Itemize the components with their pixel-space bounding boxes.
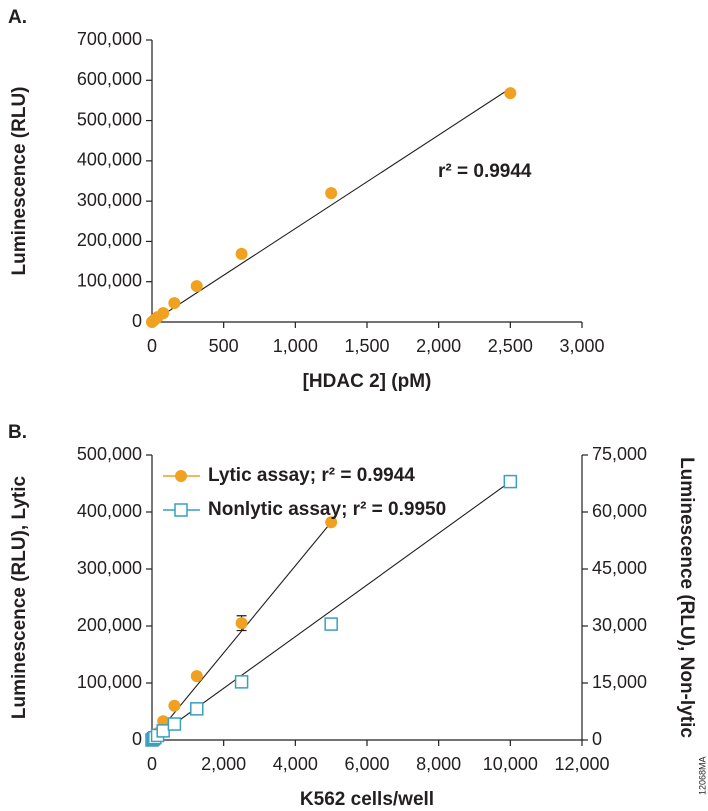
x-tick-label: 2,000	[201, 754, 246, 774]
x-tick-label: 1,500	[344, 336, 389, 356]
data-point	[190, 670, 203, 683]
data-point	[503, 474, 518, 489]
x-tick-label: 4,000	[273, 754, 318, 774]
y-tick-label: 300,000	[77, 558, 142, 578]
legend-marker	[174, 503, 188, 517]
y-tick-label: 300,000	[77, 190, 142, 210]
y-tick-label: 200,000	[77, 615, 142, 635]
data-point	[190, 702, 204, 716]
y2-tick-label: 45,000	[592, 558, 647, 578]
y-axis-title: Luminescence (RLU)	[9, 87, 30, 276]
data-point	[325, 516, 338, 529]
y2-tick-label: 0	[592, 729, 602, 749]
data-point	[168, 699, 181, 712]
x-tick-label: 10,000	[483, 754, 538, 774]
data-point	[156, 724, 170, 738]
credit: 12068MA	[697, 756, 707, 795]
x-tick-label: 1,000	[273, 336, 318, 356]
x-tick-label: 0	[147, 336, 157, 356]
y-tick-label: 700,000	[77, 29, 142, 49]
x-tick-label: 12,000	[554, 754, 609, 774]
x-axis-title: K562 cells/well	[300, 789, 434, 810]
data-point	[325, 187, 338, 200]
y-tick-label: 600,000	[77, 69, 142, 89]
data-point	[234, 675, 249, 689]
y2-tick-label: 75,000	[592, 444, 647, 464]
data-point	[168, 297, 181, 310]
panel-label: A.	[8, 7, 27, 28]
x-tick-label: 2,000	[416, 336, 461, 356]
y-tick-label: 100,000	[77, 672, 142, 692]
x-tick-label: 0	[147, 754, 157, 774]
y-tick-label: 400,000	[77, 150, 142, 170]
y2-axis-title: Luminescence (RLU), Non-lytic	[676, 457, 697, 738]
x-tick-label: 2,500	[488, 336, 533, 356]
data-point	[190, 280, 203, 293]
data-point	[157, 307, 170, 320]
data-point	[504, 87, 517, 100]
y-tick-label: 500,000	[77, 444, 142, 464]
y-tick-label: 200,000	[77, 230, 142, 250]
x-tick-label: 6,000	[344, 754, 389, 774]
legend-label: Lytic assay; r² = 0.9944	[208, 465, 415, 486]
y-tick-label: 400,000	[77, 501, 142, 521]
fit-line	[151, 87, 511, 323]
x-tick-label: 8,000	[416, 754, 461, 774]
data-point	[235, 247, 248, 260]
fit-line	[151, 481, 511, 741]
data-point	[167, 717, 182, 731]
data-point	[324, 617, 338, 631]
y2-tick-label: 60,000	[592, 501, 647, 521]
y-axis-title: Luminescence (RLU), Lytic	[9, 475, 30, 719]
panel-label: B.	[8, 422, 27, 443]
x-tick-label: 3,000	[559, 336, 604, 356]
y-tick-label: 500,000	[77, 109, 142, 129]
legend-marker	[175, 470, 187, 482]
y-tick-label: 0	[132, 311, 142, 331]
y-tick-label: 100,000	[77, 270, 142, 290]
y-tick-label: 0	[132, 729, 142, 749]
legend-label: Nonlytic assay; r² = 0.9950	[208, 499, 446, 520]
x-axis-title: [HDAC 2] (pM)	[303, 371, 432, 392]
data-point	[235, 617, 248, 630]
y2-tick-label: 30,000	[592, 615, 647, 635]
annotation: r² = 0.9944	[438, 161, 532, 182]
y2-tick-label: 15,000	[592, 672, 647, 692]
x-tick-label: 500	[209, 336, 239, 356]
